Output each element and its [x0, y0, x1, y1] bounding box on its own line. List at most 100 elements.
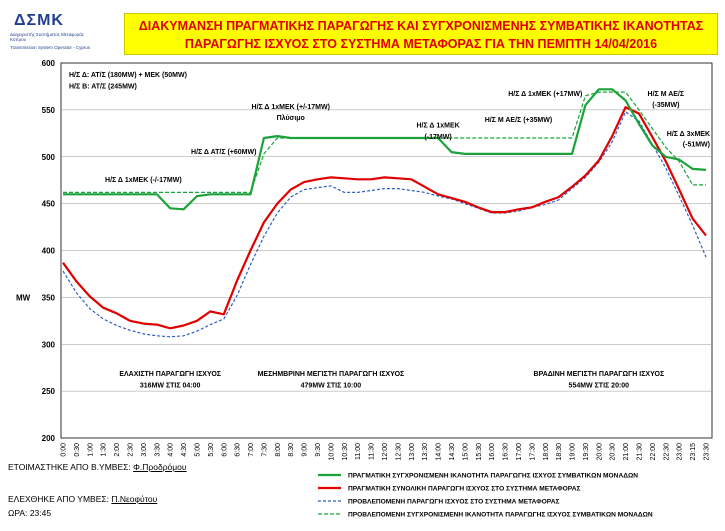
logo-subtitle-3: Transmission System Operator - Cyprus	[10, 45, 91, 50]
x-tick-label: 6:30	[235, 443, 242, 457]
x-tick-label: 16:30	[503, 443, 510, 461]
x-tick-label: 10:30	[342, 443, 349, 461]
legend-label: ΠΡΟΒΛΕΠΟΜΕΝΗ ΠΑΡΑΓΩΓΗ ΙΣΧΥΟΣ ΣΤΟ ΣΥΣΤΗΜΑ…	[348, 499, 559, 506]
annotation: Η/Σ Β: ΑΤ/Σ (245MW)	[69, 83, 137, 90]
legend-label: ΠΡΑΓΜΑΤΙΚΗ ΣΥΝΟΛΙΚΗ ΠΑΡΑΓΩΓΗ ΙΣΧΥΟΣ ΣΤΟ …	[348, 486, 580, 493]
x-tick-label: 5:00	[194, 443, 201, 457]
prepared-label: ΕΤΟΙΜΑΣΤΗΚΕ ΑΠΟ Β.ΥΜΒΕΣ:	[8, 462, 131, 472]
annotation: 316MW ΣΤΙΣ 04:00	[140, 382, 201, 389]
x-tick-label: 0:30	[74, 443, 81, 457]
annotation: (-51MW)	[683, 141, 710, 148]
y-tick-label: 350	[42, 293, 56, 302]
x-tick-label: 18:30	[556, 443, 563, 461]
title-line-2: ΠΑΡΑΓΩΓΗΣ ΙΣΧΥΟΣ ΣΤΟ ΣΥΣΤΗΜΑ ΜΕΤΑΦΟΡΑΣ Γ…	[184, 37, 658, 51]
x-tick-label: 14:00	[436, 443, 443, 461]
x-tick-label: 17:00	[516, 443, 523, 461]
x-tick-label: 21:00	[623, 443, 630, 461]
x-tick-label: 15:00	[462, 443, 469, 461]
x-tick-label: 20:00	[596, 443, 603, 461]
y-tick-label: 600	[42, 59, 56, 68]
x-tick-label: 23:00	[677, 443, 684, 461]
series-line-1	[63, 88, 707, 211]
dsmk-logo: ΔΣΜΚ Διαχειριστής Συστήματος Μεταφοράς Κ…	[8, 8, 108, 58]
annotation: (-35MW)	[652, 102, 679, 109]
annotation: Η/Σ Δ 3xΜΕΚ	[667, 131, 710, 138]
x-tick-label: 20:30	[610, 443, 617, 461]
x-tick-label: 7:00	[248, 443, 255, 457]
annotation: Η/Σ Δ ΑΤ/Σ (+60MW)	[191, 149, 256, 156]
x-tick-label: 0:00	[61, 443, 68, 457]
x-tick-label: 2:30	[127, 443, 134, 457]
title-banner: ΔΙΑΚΥΜΑΝΣΗ ΠΡΑΓΜΑΤΙΚΗΣ ΠΑΡΑΓΩΓΗΣ ΚΑΙ ΣΥΓ…	[124, 13, 718, 55]
legend-label: ΠΡΟΒΛΕΠΟΜΕΝΗ ΣΥΓΧΡΟΝΙΣΜΕΝΗ ΙΚΑΝΟΤΗΤΑ ΠΑΡ…	[348, 512, 653, 519]
checked-label: ΕΛΕΧΘΗΚΕ ΑΠΟ ΥΜΒΕΣ:	[8, 494, 109, 504]
x-tick-label: 23:30	[704, 443, 711, 461]
x-tick-label: 18:00	[543, 443, 550, 461]
legend-label: ΠΡΑΓΜΑΤΙΚΗ ΣΥΓΧΡΟΝΙΣΜΕΝΗ ΙΚΑΝΟΤΗΤΑ ΠΑΡΑΓ…	[348, 473, 638, 480]
annotation: (-17MW)	[424, 134, 451, 141]
x-tick-label: 22:00	[650, 443, 657, 461]
x-tick-label: 5:30	[208, 443, 215, 457]
y-tick-label: 300	[42, 340, 56, 349]
y-tick-label: 250	[42, 387, 56, 396]
checked-by: ΕΛΕΧΘΗΚΕ ΑΠΟ ΥΜΒΕΣ: Π.Νεοφύτου	[8, 494, 157, 504]
x-tick-label: 21:30	[637, 443, 644, 461]
x-tick-label: 6:00	[221, 443, 228, 457]
x-tick-label: 10:00	[328, 443, 335, 461]
x-tick-label: 12:30	[395, 443, 402, 461]
x-tick-label: 13:00	[409, 443, 416, 461]
series-line-2	[62, 105, 707, 330]
x-tick-label: 2:00	[114, 443, 121, 457]
y-tick-label: 450	[42, 200, 56, 209]
annotation: Η/Σ Μ ΑΕ/Σ	[648, 91, 685, 98]
x-tick-label: 22:30	[663, 443, 670, 461]
annotation: Πλύσιμο	[277, 114, 305, 122]
x-tick-label: 17:30	[529, 443, 536, 461]
x-tick-label: 16:00	[489, 443, 496, 461]
y-tick-label: 200	[42, 434, 56, 443]
x-tick-label: 13:30	[422, 443, 429, 461]
x-tick-label: 9:30	[315, 443, 322, 457]
x-tick-label: 4:30	[181, 443, 188, 457]
x-tick-label: 1:30	[101, 443, 108, 457]
x-tick-label: 1:00	[87, 443, 94, 457]
y-axis-label: MW	[16, 293, 31, 302]
y-tick-label: 400	[42, 247, 56, 256]
x-tick-label: 19:00	[570, 443, 577, 461]
series-line-3	[62, 111, 707, 338]
time-info: ΩΡΑ: 23:45	[8, 508, 51, 518]
annotation: ΕΛΑΧΙΣΤΗ ΠΑΡΑΓΩΓΗ ΙΣΧΥΟΣ	[119, 371, 221, 378]
logo-subtitle-2: Κύπρου	[10, 37, 27, 42]
x-tick-label: 9:00	[302, 443, 309, 457]
annotation: 554MW ΣΤΙΣ 20:00	[569, 382, 630, 389]
annotation: Η/Σ Δ 1xΜΕΚ (+/-17MW)	[252, 104, 330, 111]
x-tick-label: 19:30	[583, 443, 590, 461]
annotation: Η/Σ Δ 1xΜΕΚ	[416, 123, 459, 130]
x-tick-label: 14:30	[449, 443, 456, 461]
time-value: 23:45	[29, 508, 52, 518]
x-tick-label: 11:30	[369, 443, 376, 460]
annotation: ΜΕΣΗΜΒΡΙΝΗ ΜΕΓΙΣΤΗ ΠΑΡΑΓΩΓΗ ΙΣΧΥΟΣ	[258, 371, 405, 378]
y-tick-label: 500	[42, 153, 56, 162]
x-tick-label: 4:00	[168, 443, 175, 457]
annotation: Η/Σ Δ: ΑΤ/Σ (180MW) + ΜΕΚ (50MW)	[69, 72, 187, 79]
annotation: Η/Σ Δ 1xΜΕΚ (-/-17MW)	[105, 177, 182, 184]
x-tick-label: 3:00	[141, 443, 148, 457]
x-tick-label: 7:30	[261, 443, 268, 457]
annotation: 479MW ΣΤΙΣ 10:00	[301, 382, 362, 389]
x-tick-label: 12:00	[382, 443, 389, 461]
x-tick-label: 15:30	[476, 443, 483, 461]
time-label: ΩΡΑ:	[8, 508, 28, 518]
x-tick-label: 8:30	[288, 443, 295, 457]
x-tick-label: 3:30	[154, 443, 161, 457]
x-tick-label: 8:00	[275, 443, 282, 457]
prepared-by: ΕΤΟΙΜΑΣΤΗΚΕ ΑΠΟ Β.ΥΜΒΕΣ: Φ.Προδρόμου	[8, 462, 187, 472]
x-tick-label: 23:15	[690, 443, 697, 461]
y-tick-label: 550	[42, 106, 56, 115]
annotation: Η/Σ Μ ΑΕ/Σ (+35MW)	[485, 117, 552, 124]
logo-name: ΔΣΜΚ	[14, 12, 64, 29]
checked-name: Π.Νεοφύτου	[111, 494, 158, 504]
prepared-name: Φ.Προδρόμου	[133, 462, 187, 472]
